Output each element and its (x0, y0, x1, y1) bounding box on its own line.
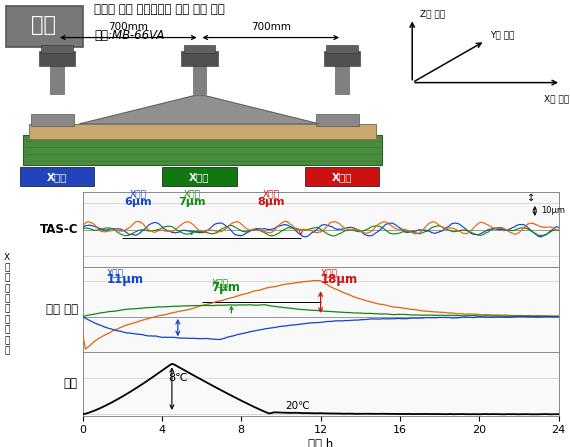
Text: X－측: X－측 (130, 190, 146, 198)
Polygon shape (80, 96, 319, 124)
Text: 사례: 사례 (31, 15, 56, 35)
Bar (193, 60, 206, 94)
Bar (162, 167, 237, 186)
Text: 18μm: 18μm (320, 273, 358, 286)
Bar (23, 135, 382, 165)
Bar (41, 45, 73, 53)
Bar (39, 51, 75, 66)
Text: ↕: ↕ (527, 193, 535, 203)
Text: X－측: X－측 (47, 173, 67, 182)
Text: X＋측: X＋측 (332, 173, 352, 182)
Text: 보정 없음: 보정 없음 (46, 303, 78, 316)
Text: 11μm: 11μm (107, 273, 144, 286)
Text: 기종:MB-66VA: 기종:MB-66VA (94, 29, 164, 42)
Bar (324, 51, 360, 66)
Bar (6, 6, 83, 47)
Text: 7μm: 7μm (211, 281, 241, 294)
Bar (50, 60, 64, 94)
Text: X중앙: X중앙 (184, 190, 200, 198)
Bar (28, 124, 376, 139)
Bar (335, 60, 349, 94)
Text: 7μm: 7μm (178, 197, 205, 207)
Bar (20, 167, 94, 186)
Text: 8μm: 8μm (257, 197, 285, 207)
Bar (31, 114, 74, 126)
Text: 실온: 실온 (64, 377, 78, 390)
Text: X중앙: X중앙 (189, 173, 210, 182)
Bar (305, 167, 379, 186)
Text: 700mm: 700mm (108, 22, 148, 32)
Text: TAS-C: TAS-C (39, 223, 78, 236)
Text: 20℃: 20℃ (285, 401, 310, 411)
Text: 8℃: 8℃ (168, 373, 188, 383)
Text: 여러개 워크 가공에서의 치수 정도 변화: 여러개 워크 가공에서의 치수 정도 변화 (94, 3, 225, 16)
Bar (184, 45, 215, 53)
X-axis label: 시간 h: 시간 h (308, 438, 333, 447)
Text: 10μm: 10μm (541, 207, 565, 215)
Bar (326, 45, 358, 53)
Text: X＋측: X＋측 (263, 190, 279, 198)
Text: X
축
포
맞
않
음
용
변
위
구: X 축 포 맞 않 음 용 변 위 구 (4, 253, 10, 355)
Text: X－측: X－측 (107, 269, 123, 278)
Bar (316, 114, 359, 126)
Text: 6μm: 6μm (124, 197, 152, 207)
Text: X중앙: X중앙 (211, 278, 229, 287)
Bar (181, 51, 218, 66)
Text: 700mm: 700mm (251, 22, 291, 32)
Text: X＋측: X＋측 (320, 269, 337, 278)
